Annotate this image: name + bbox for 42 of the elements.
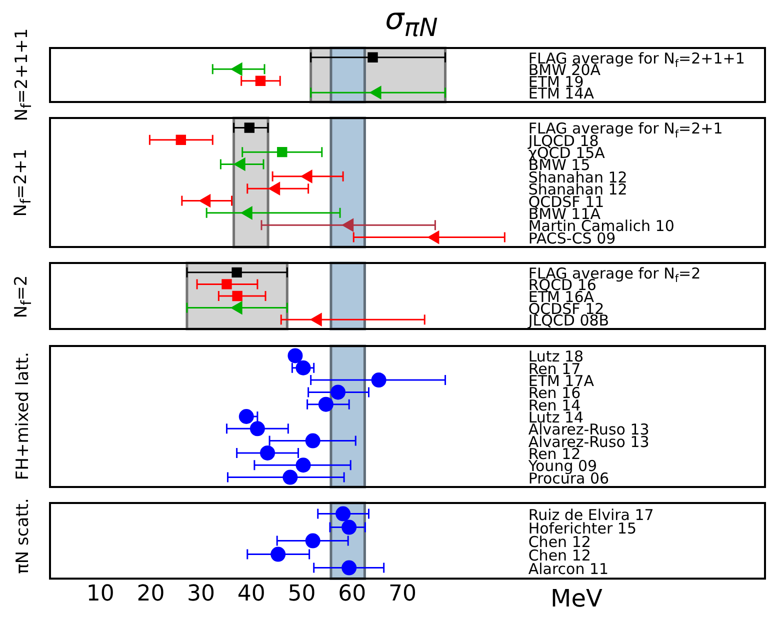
point xyxy=(288,348,303,363)
point xyxy=(222,279,232,290)
x-tick-label: 30 xyxy=(187,582,216,607)
point xyxy=(318,396,334,412)
point xyxy=(199,194,211,208)
point xyxy=(342,560,357,576)
point xyxy=(232,290,242,302)
point xyxy=(305,432,320,448)
point xyxy=(330,384,346,400)
x-tick-label: 60 xyxy=(338,582,366,607)
point xyxy=(250,420,265,436)
point xyxy=(277,146,288,158)
point xyxy=(176,134,186,145)
point xyxy=(244,122,254,133)
y-tick-label: Alarcon 11 xyxy=(528,560,609,578)
point xyxy=(342,218,354,232)
point xyxy=(336,506,351,522)
chart-title: σ$_{πN}$ xyxy=(385,2,438,42)
x-axis-title: MeV xyxy=(550,584,603,613)
point xyxy=(371,372,386,388)
x-tick-label: 50 xyxy=(288,582,316,607)
point xyxy=(270,546,286,562)
x-tick-label: 10 xyxy=(86,582,114,607)
point xyxy=(268,182,280,196)
point xyxy=(282,469,298,484)
point xyxy=(234,158,246,171)
point xyxy=(232,267,242,278)
point xyxy=(238,408,254,424)
y-axis-title: πN scatt. xyxy=(13,498,33,574)
point xyxy=(428,230,440,244)
point xyxy=(296,457,311,472)
x-tick-label: 40 xyxy=(237,582,266,607)
point xyxy=(300,170,312,183)
y-axis-title: FH+mixed latt. xyxy=(13,352,33,480)
point xyxy=(342,520,357,535)
point xyxy=(260,444,276,460)
point xyxy=(310,313,322,326)
point xyxy=(305,533,320,548)
x-tick-label: 20 xyxy=(136,582,165,607)
x-tick-label: 70 xyxy=(388,582,416,607)
point xyxy=(240,206,252,220)
point xyxy=(296,360,311,375)
